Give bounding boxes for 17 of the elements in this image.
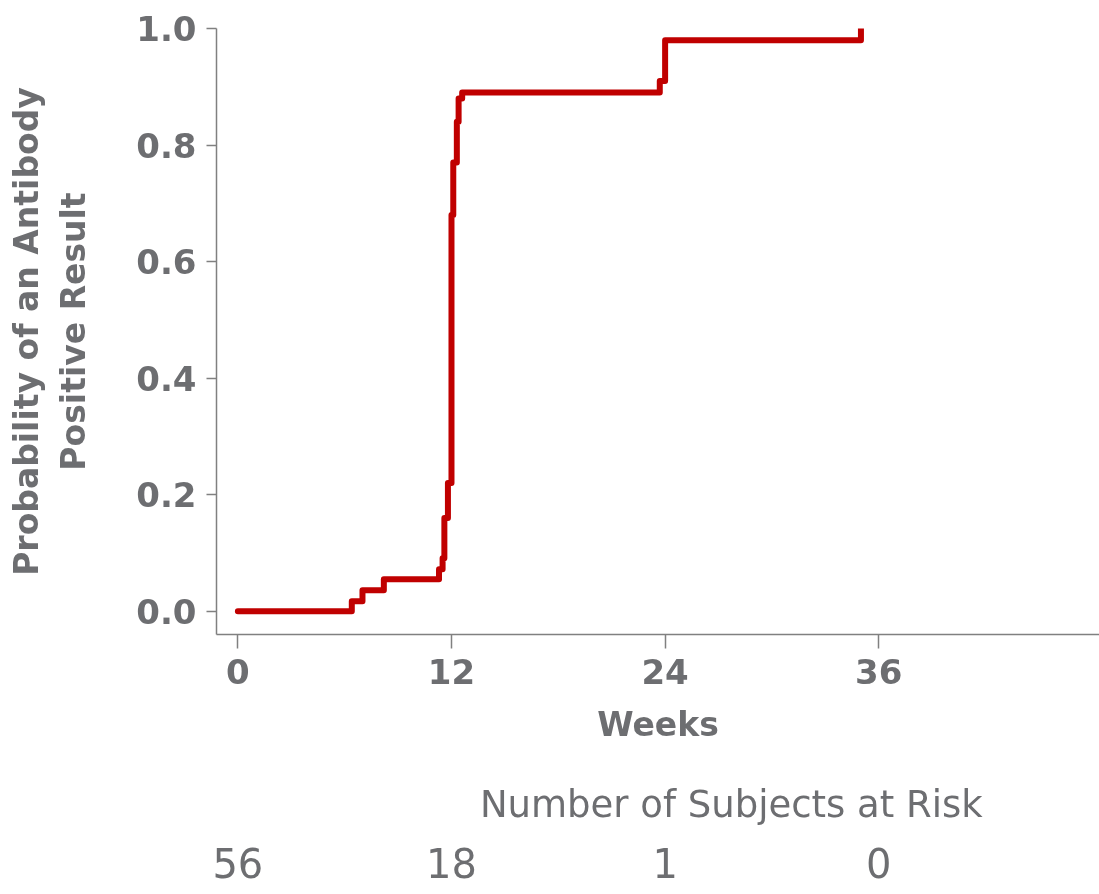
x-tick-label: 36 [855, 651, 903, 692]
y-tick-label: 1.0 [136, 9, 197, 49]
y-axis-title: Probability of an Antibody Positive Result [7, 87, 94, 576]
x-axis-title: Weeks [597, 704, 719, 744]
text: 56 [212, 840, 264, 887]
text: Number of Subjects at Risk [479, 783, 984, 827]
x-tick-label: 12 [427, 651, 476, 692]
text: 18 [426, 840, 477, 887]
y-tick-label: 0.6 [136, 242, 197, 283]
x-tick-label: 0 [226, 651, 250, 692]
text: 1 [652, 840, 678, 887]
y-tick-label: 0.0 [136, 591, 197, 632]
y-tick-label: 0.4 [136, 358, 197, 399]
x-tick-label: 24 [641, 651, 689, 692]
y-tick-label: 0.2 [136, 475, 197, 516]
y-tick-label: 0.8 [136, 125, 197, 166]
text: 0 [866, 840, 892, 887]
